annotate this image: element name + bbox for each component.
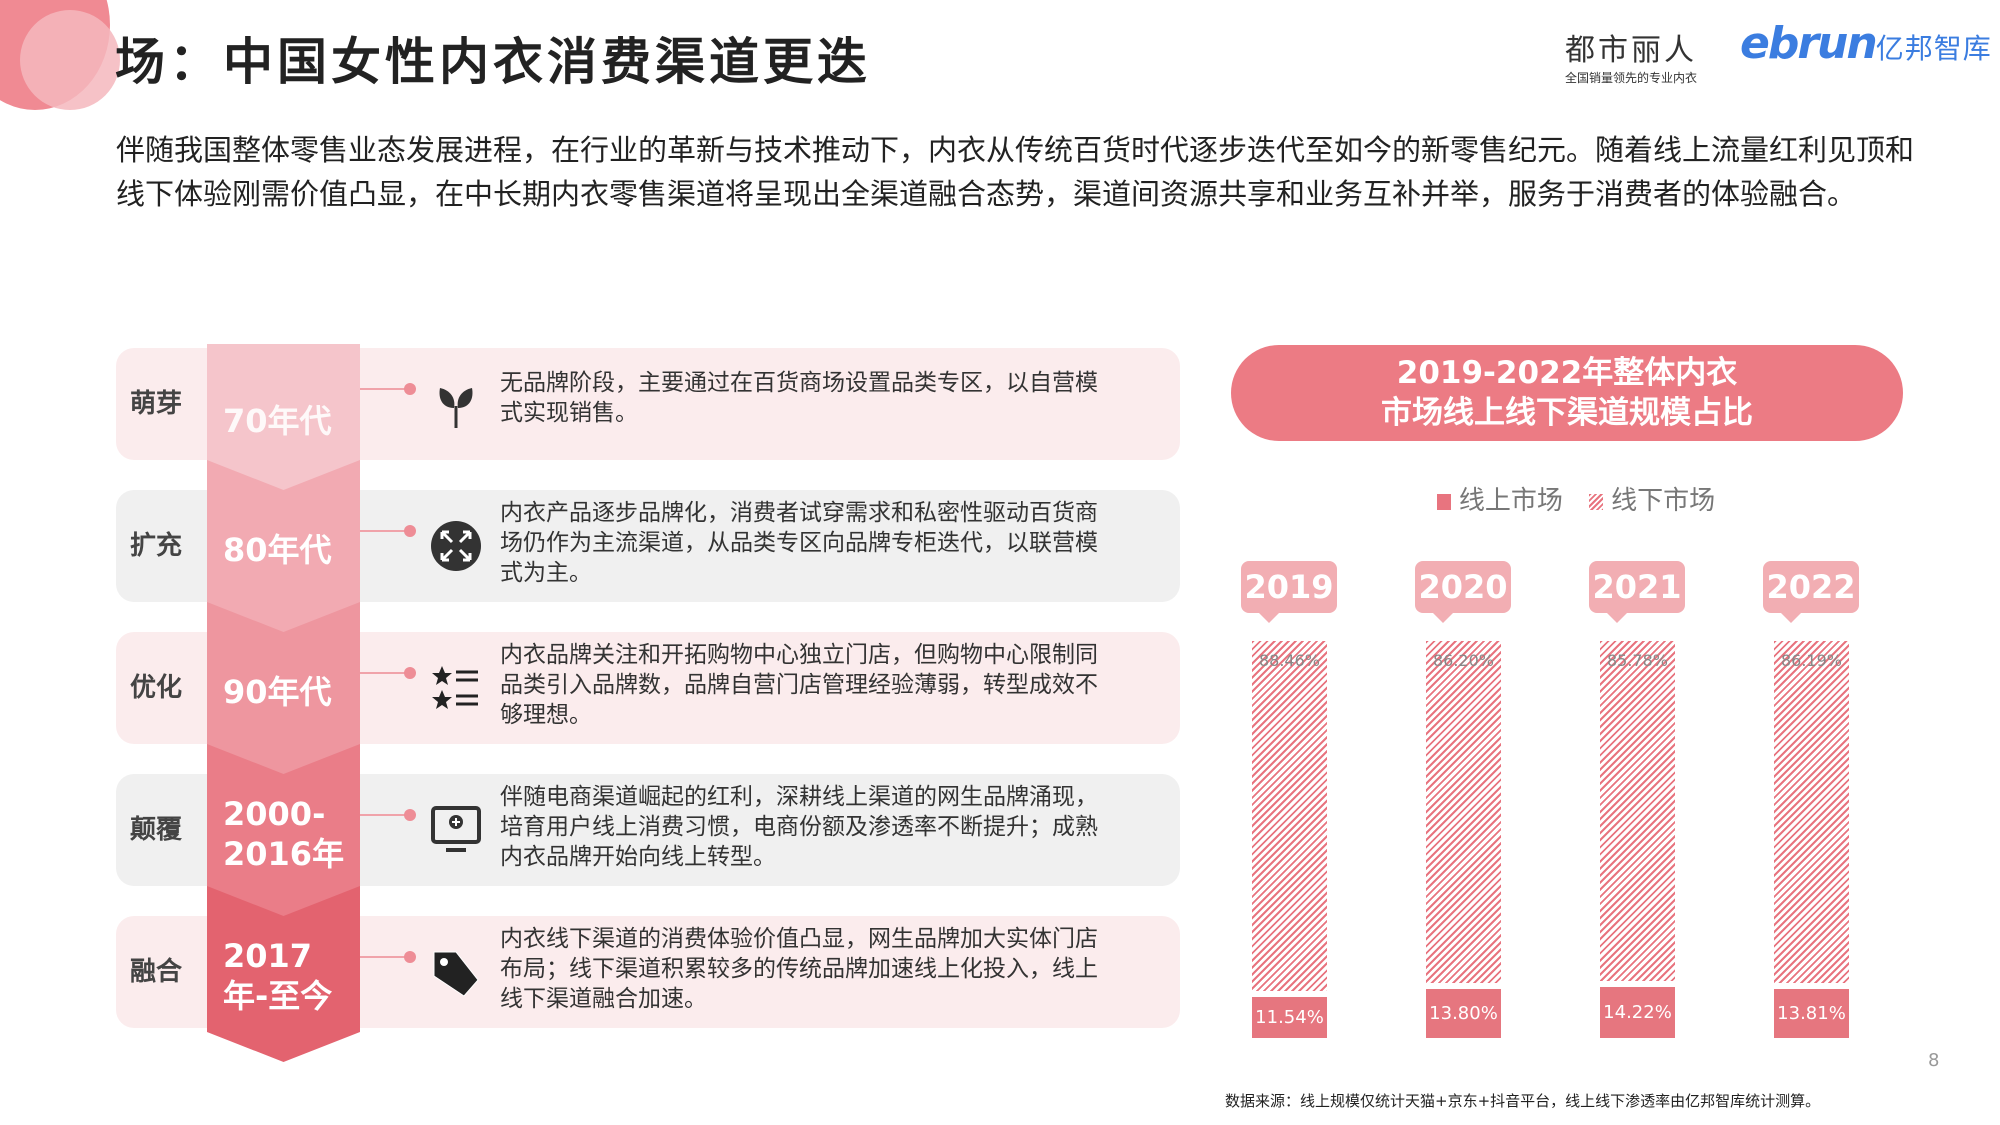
- bar-offline: 86.20%: [1426, 641, 1501, 983]
- year-badge: 2019: [1241, 561, 1337, 623]
- bar-online: 13.81%: [1774, 988, 1849, 1038]
- expand-arrows-icon: [430, 520, 482, 572]
- brand2-latin: ebrun: [1740, 18, 1878, 69]
- year-badge: 2021: [1589, 561, 1685, 623]
- stage-description: 内衣产品逐步品牌化，消费者试穿需求和私密性驱动百货商场仍作为主流渠道，从品类专区…: [500, 500, 1098, 586]
- connector-dot: [404, 667, 416, 679]
- bar-label-online: 13.80%: [1429, 1002, 1498, 1024]
- stage-label: 融合: [130, 957, 183, 987]
- period-chevron: 70年代: [207, 344, 360, 494]
- stage-description: 无品牌阶段，主要通过在百货商场设置品类专区，以自营模式实现销售。: [500, 370, 1098, 426]
- connector-line: [360, 814, 410, 816]
- sprout-icon: [430, 378, 482, 430]
- bar-online: 11.54%: [1252, 996, 1327, 1038]
- connector-dot: [404, 809, 416, 821]
- bar-label-online: 14.22%: [1603, 1002, 1672, 1024]
- legend-swatch-offline: [1589, 493, 1604, 510]
- period-chevron: 2017年-至今: [207, 886, 360, 1062]
- price-tag-icon: [430, 946, 482, 998]
- connector-line: [360, 956, 410, 958]
- chart-title-line: 市场线上线下渠道规模占比: [1381, 395, 1753, 431]
- year-badge: 2022: [1763, 561, 1859, 623]
- period-label: 80年代: [223, 531, 332, 569]
- connector-line: [360, 388, 410, 390]
- decor-circle: [20, 10, 120, 110]
- stage-description: 内衣线下渠道的消费体验价值凸显，网生品牌加大实体门店布局；线下渠道积累较多的传统…: [500, 926, 1098, 1012]
- stage-label: 颠覆: [130, 815, 183, 845]
- stage-label: 萌芽: [130, 389, 183, 419]
- brand-logo-dushililiren: 都市丽人 全国销量领先的专业内衣: [1565, 25, 1697, 86]
- bar-offline: 85.78%: [1600, 641, 1675, 982]
- bar-label-offline: 86.20%: [1432, 651, 1494, 670]
- connector-dot: [404, 951, 416, 963]
- brand-logo-ebrun: ebrun亿邦智库: [1740, 18, 1992, 69]
- page-title: 场：中国女性内衣消费渠道更迭: [115, 33, 871, 91]
- period-label: 70年代: [223, 402, 332, 440]
- bar-label-offline: 86.19%: [1780, 651, 1842, 670]
- data-source-note: 数据来源：线上规模仅统计天猫+京东+抖音平台，线上线下渗透率由亿邦智库统计测算。: [1225, 1092, 1821, 1110]
- chart-legend: 线上市场 线下市场: [1231, 480, 1903, 517]
- connector-line: [360, 530, 410, 532]
- stage-label: 扩充: [130, 531, 183, 561]
- bar-label-offline: 88.46%: [1258, 651, 1320, 670]
- star-list-icon: [430, 662, 482, 714]
- legend-label-online: 线上市场: [1458, 486, 1563, 516]
- brand1-name: 都市丽人: [1565, 33, 1697, 68]
- legend-label-offline: 线下市场: [1611, 486, 1716, 516]
- connector-line: [360, 672, 410, 674]
- stage-description: 伴随电商渠道崛起的红利，深耕线上渠道的网生品牌涌现，培育用户线上消费习惯，电商份…: [500, 784, 1098, 870]
- connector-dot: [404, 383, 416, 395]
- brand1-tagline: 全国销量领先的专业内衣: [1565, 71, 1698, 85]
- bar-label-online: 13.81%: [1777, 1002, 1846, 1024]
- bar-offline: 86.19%: [1774, 641, 1849, 983]
- stage-label: 优化: [130, 673, 183, 703]
- stage-description: 内衣品牌关注和开拓购物中心独立门店，但购物中心限制同品类引入品牌数，品牌自营门店…: [500, 642, 1098, 728]
- period-label: 2000-2016年: [223, 795, 345, 873]
- connector-dot: [404, 525, 416, 537]
- legend-swatch-online: [1436, 493, 1451, 510]
- monitor-icon: [430, 804, 482, 856]
- intro-paragraph: 伴随我国整体零售业态发展进程，在行业的革新与技术推动下，内衣从传统百货时代逐步迭…: [116, 133, 1915, 211]
- bar-offline: 88.46%: [1252, 641, 1327, 991]
- bar-label-online: 11.54%: [1255, 1006, 1324, 1028]
- chart-title: 2019-2022年整体内衣 市场线上线下渠道规模占比: [1231, 345, 1903, 441]
- bar-online: 14.22%: [1600, 987, 1675, 1038]
- bar-label-offline: 85.78%: [1606, 651, 1668, 670]
- brand2-cn: 亿邦智库: [1875, 32, 1992, 65]
- period-label: 2017年-至今: [223, 937, 333, 1015]
- page-number: 8: [1928, 1050, 1940, 1071]
- year-badge: 2020: [1415, 561, 1511, 623]
- bar-online: 13.80%: [1426, 988, 1501, 1038]
- period-label: 90年代: [223, 673, 332, 711]
- chart-title-line: 2019-2022年整体内衣: [1396, 355, 1738, 391]
